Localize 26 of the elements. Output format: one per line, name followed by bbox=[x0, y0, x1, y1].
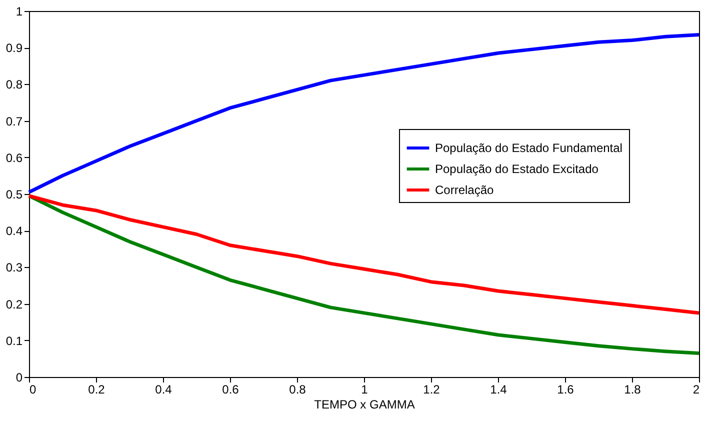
legend-label: Correlação bbox=[435, 183, 494, 197]
x-tick-label: 1.8 bbox=[624, 382, 642, 396]
y-tick-label: 0.4 bbox=[6, 224, 23, 238]
x-tick-label: 1 bbox=[361, 382, 368, 396]
y-tick-label: 0.6 bbox=[6, 150, 23, 165]
legend-label: População do Estado Fundamental bbox=[435, 141, 622, 155]
y-tick-label: 0.3 bbox=[6, 260, 23, 275]
y-tick-label: 0.7 bbox=[6, 114, 23, 128]
x-tick-label: 0 bbox=[30, 382, 36, 396]
y-tick-label: 0.2 bbox=[6, 297, 23, 312]
x-tick-label: 1.4 bbox=[490, 382, 508, 396]
y-tick-label: 0.8 bbox=[6, 78, 23, 92]
y-tick-label: 0.1 bbox=[6, 334, 23, 348]
legend-label: População do Estado Excitado bbox=[435, 162, 599, 176]
x-tick-label: 0.8 bbox=[289, 382, 306, 396]
x-tick-label: 1.6 bbox=[557, 382, 574, 396]
x-tick-label: 0.6 bbox=[222, 382, 240, 396]
x-tick-label: 2 bbox=[692, 382, 700, 396]
y-tick-label: 1 bbox=[16, 4, 23, 18]
y-tick-label: 0 bbox=[16, 370, 23, 384]
x-tick-label: 0.2 bbox=[88, 382, 106, 396]
y-tick-label: 0.5 bbox=[6, 188, 23, 202]
y-tick-label: 0.9 bbox=[6, 41, 23, 56]
x-tick-label: 0.4 bbox=[155, 382, 172, 396]
x-axis-title: TEMPO x GAMMA bbox=[314, 398, 415, 412]
x-tick-label: 1.2 bbox=[423, 382, 440, 396]
